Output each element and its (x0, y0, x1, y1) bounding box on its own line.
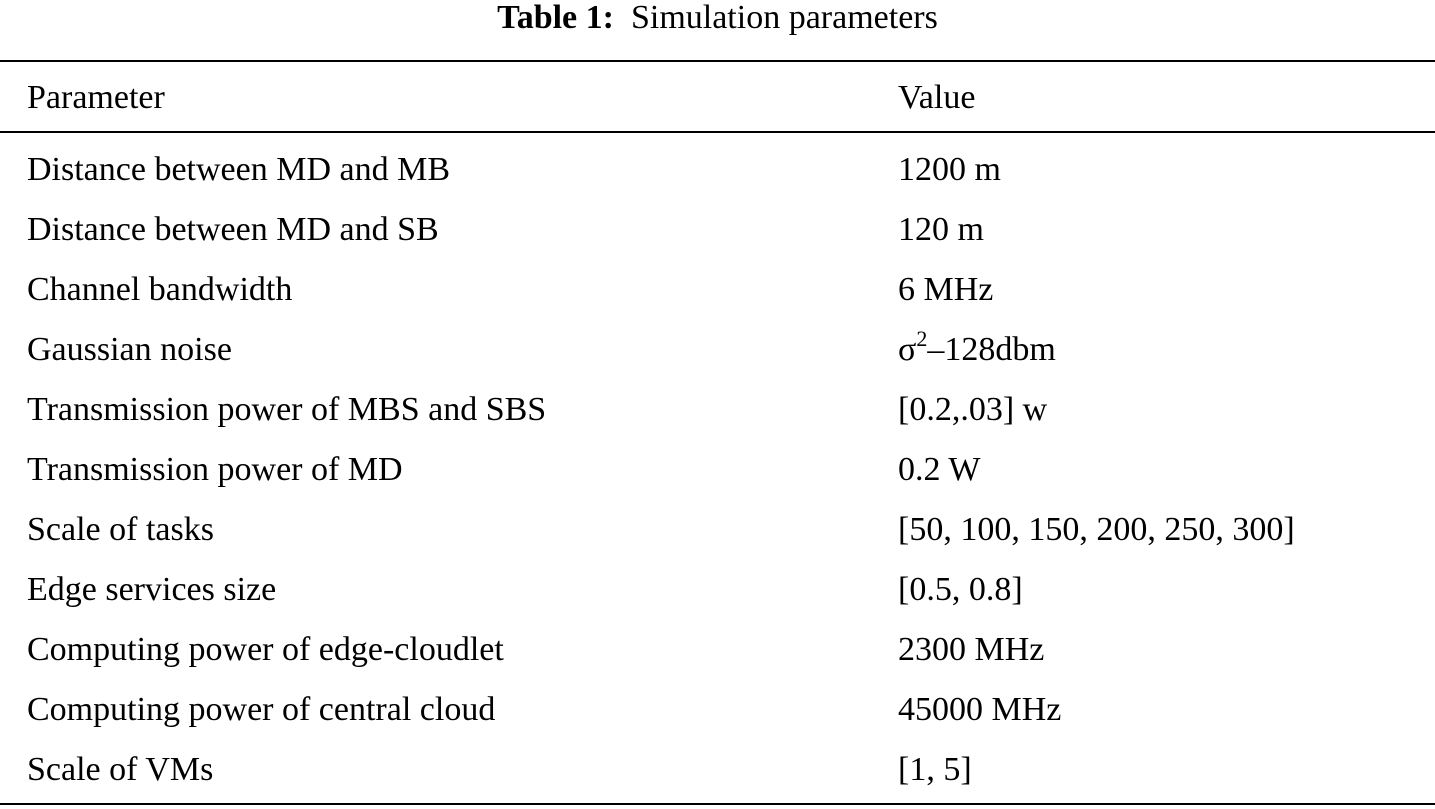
table-cell: Distance between MD and MB (27, 151, 451, 188)
table-cell: 6 MHz (898, 271, 994, 308)
table-cell: Channel bandwidth (27, 271, 293, 308)
caption-text: Simulation parameters (630, 0, 938, 36)
table-cell: 1200 m (898, 151, 1001, 188)
table-cell: [50, 100, 150, 200, 250, 300] (898, 511, 1295, 548)
table-cell: 45000 MHz (898, 691, 1062, 728)
table-cell: Transmission power of MBS and SBS (27, 391, 547, 428)
cell-text: –128dbm (927, 331, 1056, 368)
table-cell: [1, 5] (898, 751, 972, 788)
table-cell: [0.2,.03] w (898, 391, 1048, 428)
table-cell: [0.5, 0.8] (898, 571, 1023, 608)
caption-label: Table 1: (497, 0, 614, 36)
table-cell: Computing power of edge-cloudlet (27, 631, 504, 668)
table-caption: Table 1: Simulation parameters (0, 0, 1435, 38)
table-cell: Computing power of central cloud (27, 691, 496, 728)
table-cell: Transmission power of MD (27, 451, 403, 488)
bottom-rule (0, 803, 1435, 805)
header-cell: Value (898, 79, 976, 116)
table-cell: 0.2 W (898, 451, 981, 488)
table-cell: 2300 MHz (898, 631, 1045, 668)
table-cell: Edge services size (27, 571, 277, 608)
table-cell: Distance between MD and SB (27, 211, 439, 248)
mid-rule (0, 131, 1435, 133)
top-rule (0, 60, 1435, 62)
table-cell: Scale of tasks (27, 511, 214, 548)
table-cell: σ2–128dbm (898, 328, 1056, 370)
superscript: 2 (916, 326, 928, 351)
table-cell: Scale of VMs (27, 751, 214, 788)
header-cell: Parameter (27, 79, 165, 116)
table-cell: 120 m (898, 211, 984, 248)
symbol: σ (898, 331, 917, 368)
table-cell: Gaussian noise (27, 331, 232, 368)
